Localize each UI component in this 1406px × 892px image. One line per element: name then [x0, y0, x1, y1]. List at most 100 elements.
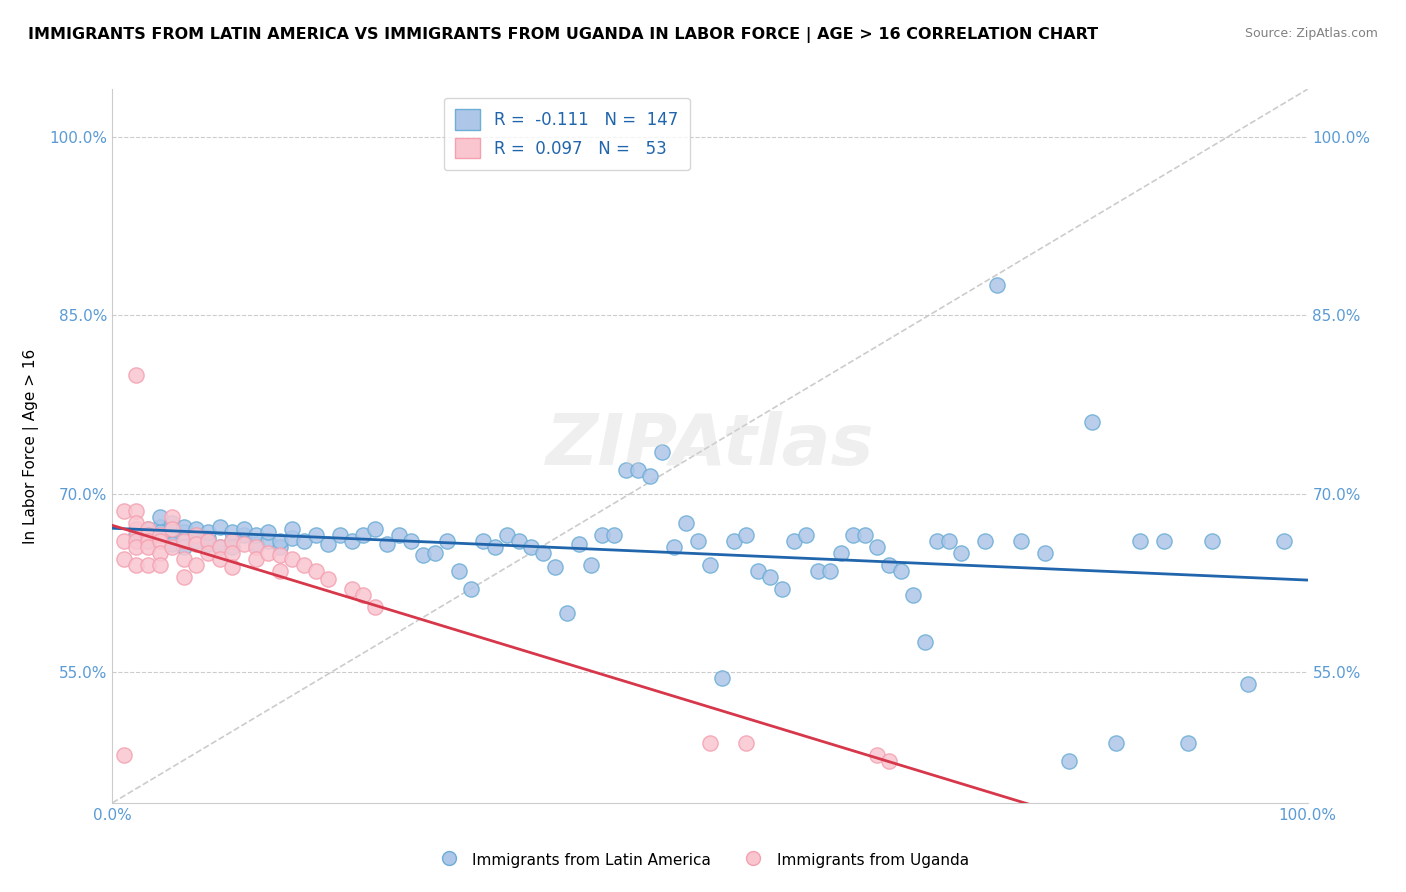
Point [520, 540, 543, 554]
Point [305, 528, 328, 542]
Point [1033, 546, 1056, 560]
Point [281, 522, 304, 536]
Point [496, 528, 519, 542]
Point [173, 534, 195, 549]
Legend: R =  -0.111   N =  147, R =  0.097   N =   53: R = -0.111 N = 147, R = 0.097 N = 53 [444, 97, 689, 169]
Point [186, 536, 208, 550]
Point [1177, 736, 1199, 750]
Point [125, 534, 148, 549]
Point [543, 560, 565, 574]
Point [221, 560, 243, 574]
Point [114, 748, 135, 763]
Point [592, 528, 614, 542]
Point [352, 528, 374, 542]
Point [186, 528, 208, 542]
Point [903, 588, 925, 602]
Point [114, 552, 135, 566]
Point [221, 534, 243, 549]
Point [377, 536, 399, 550]
Point [197, 524, 219, 539]
Point [269, 549, 291, 563]
Point [879, 558, 901, 572]
Point [1057, 754, 1080, 768]
Point [388, 528, 411, 542]
Point [197, 546, 219, 560]
Point [855, 528, 877, 542]
Point [221, 534, 243, 549]
Point [197, 534, 219, 549]
Point [711, 671, 734, 685]
Point [603, 528, 626, 542]
Point [340, 582, 363, 596]
Point [138, 528, 160, 542]
Point [114, 534, 135, 549]
Point [125, 528, 148, 542]
Point [281, 531, 304, 545]
Point [675, 516, 697, 531]
Point [186, 534, 208, 549]
Point [866, 540, 889, 554]
Point [1201, 534, 1223, 549]
Point [233, 536, 256, 550]
Point [173, 540, 195, 554]
Point [221, 546, 243, 560]
Point [292, 534, 315, 549]
Text: ZIPAtlas: ZIPAtlas [546, 411, 875, 481]
Point [974, 534, 997, 549]
Point [173, 552, 195, 566]
Point [364, 522, 387, 536]
Point [508, 534, 530, 549]
Point [316, 536, 339, 550]
Point [173, 524, 195, 539]
Text: Source: ZipAtlas.com: Source: ZipAtlas.com [1244, 27, 1378, 40]
Point [447, 564, 470, 578]
Point [807, 564, 830, 578]
Point [316, 572, 339, 586]
Point [879, 754, 901, 768]
Point [735, 736, 758, 750]
Point [269, 540, 291, 554]
Point [125, 368, 148, 382]
Point [688, 534, 710, 549]
Point [173, 520, 195, 534]
Point [329, 528, 352, 542]
Point [412, 549, 434, 563]
Point [735, 528, 758, 542]
Point [305, 564, 328, 578]
Point [723, 534, 745, 549]
Point [149, 510, 172, 524]
Point [125, 522, 148, 536]
Point [927, 534, 949, 549]
Point [245, 536, 267, 550]
Point [257, 534, 280, 549]
Point [186, 522, 208, 536]
Point [162, 536, 183, 550]
Point [436, 534, 458, 549]
Point [209, 520, 232, 534]
Point [914, 635, 936, 649]
Point [245, 540, 267, 554]
Point [340, 534, 363, 549]
Point [245, 552, 267, 566]
Point [579, 558, 602, 572]
Point [664, 540, 686, 554]
Point [149, 528, 172, 542]
Point [531, 546, 554, 560]
Point [281, 552, 304, 566]
Point [484, 540, 506, 554]
Point [162, 516, 183, 531]
Point [401, 534, 423, 549]
Point [352, 588, 374, 602]
Point [640, 468, 662, 483]
Point [1272, 534, 1295, 549]
Point [364, 599, 387, 614]
Y-axis label: In Labor Force | Age > 16: In Labor Force | Age > 16 [22, 349, 38, 543]
Point [759, 570, 782, 584]
Point [149, 534, 172, 549]
Point [782, 534, 804, 549]
Point [1105, 736, 1128, 750]
Point [186, 558, 208, 572]
Point [651, 445, 673, 459]
Point [699, 736, 721, 750]
Point [209, 552, 232, 566]
